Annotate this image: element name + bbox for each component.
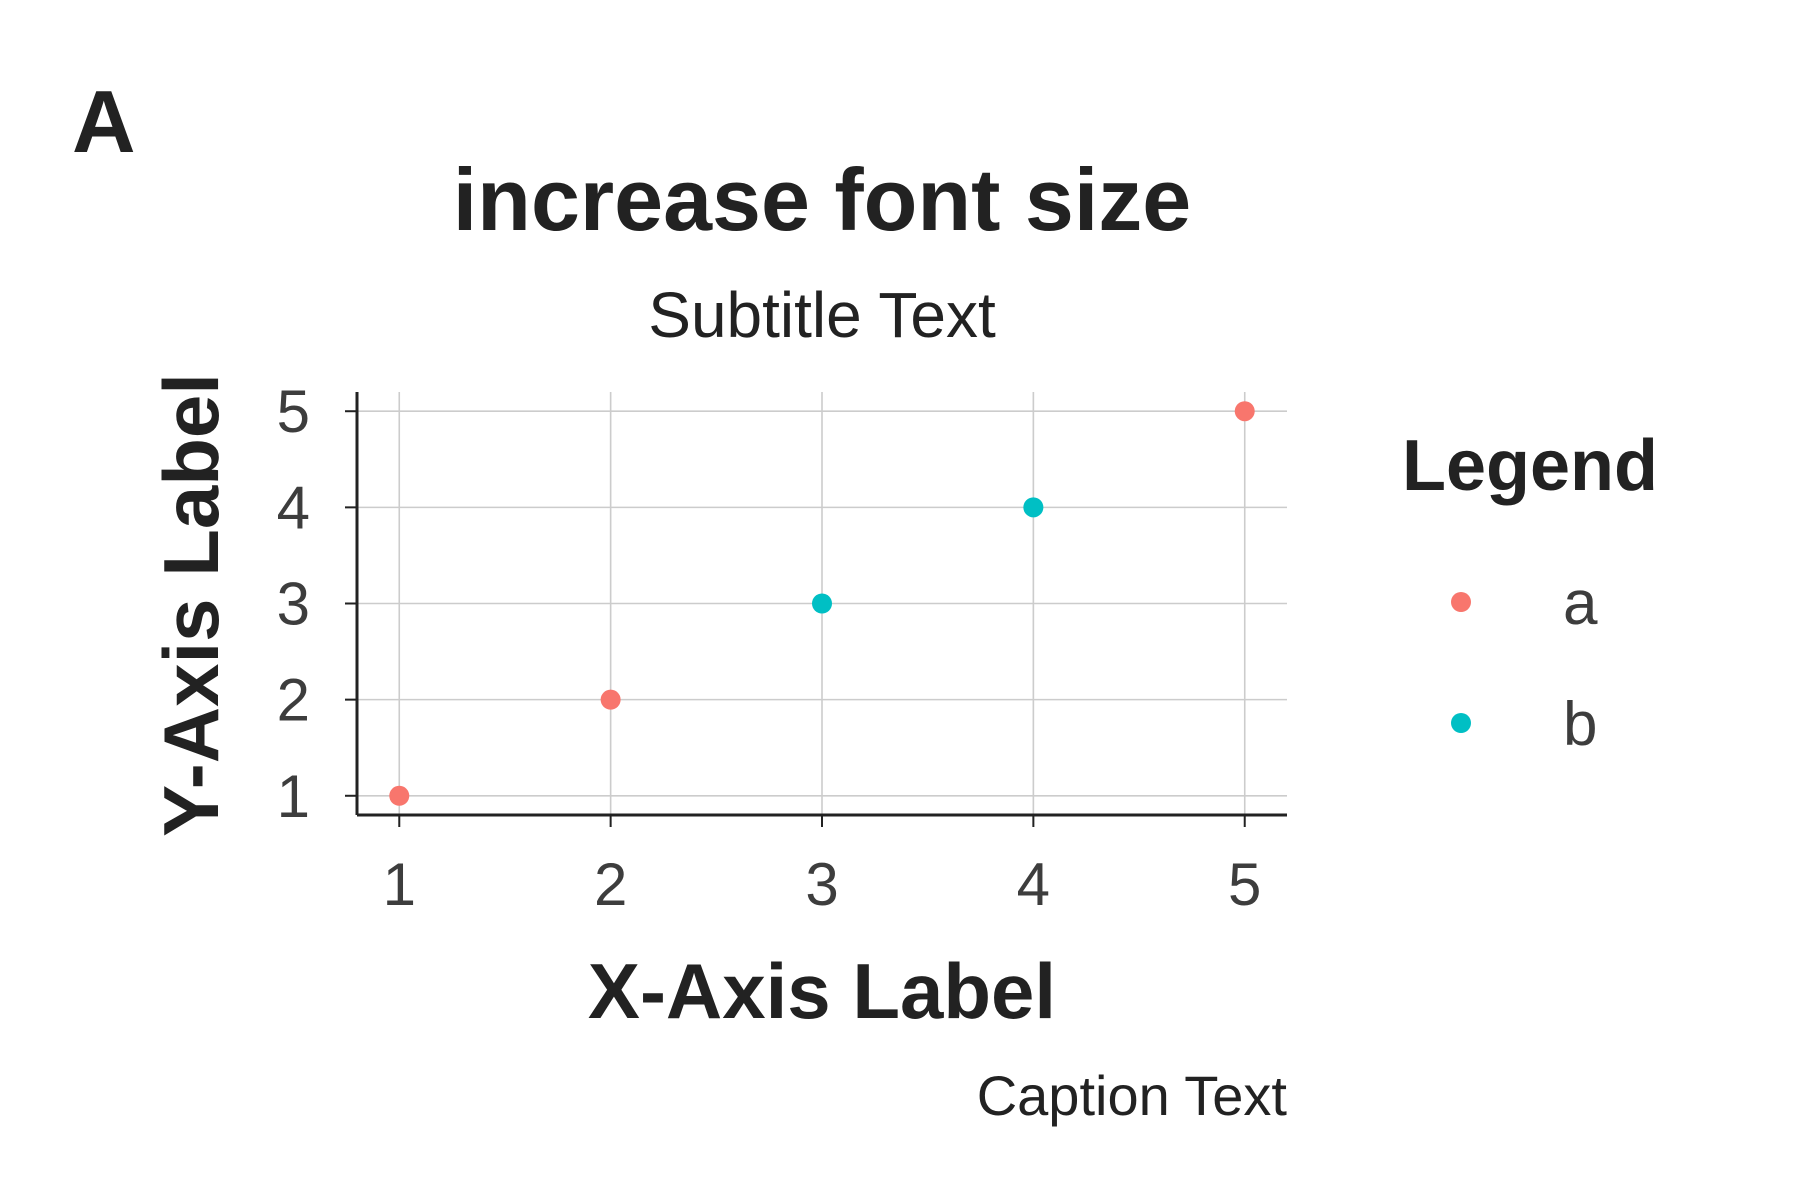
tick-labels: 1 2 3 4 5 1 2 3 4 5 xyxy=(277,378,1262,918)
data-point-a xyxy=(1234,401,1255,422)
y-tick-label: 1 xyxy=(277,763,310,830)
legend-title: Legend xyxy=(1402,426,1658,506)
x-axis-title: X-Axis Label xyxy=(588,947,1056,1035)
chart-subtitle: Subtitle Text xyxy=(648,279,996,351)
legend: Legend ab xyxy=(1402,426,1658,759)
grid xyxy=(357,392,1287,815)
y-tick-label: 4 xyxy=(277,474,310,541)
data-point-b xyxy=(812,593,832,614)
chart-title: increase font size xyxy=(453,150,1192,249)
x-tick-label: 5 xyxy=(1228,851,1261,918)
legend-label-b: b xyxy=(1563,690,1597,759)
y-tick-label: 3 xyxy=(277,571,310,638)
data-point-a xyxy=(600,689,621,710)
legend-key-a xyxy=(1451,592,1471,612)
x-tick-label: 1 xyxy=(383,851,416,918)
caption: Caption Text xyxy=(977,1064,1288,1127)
y-axis-title: Y-Axis Label xyxy=(147,373,235,837)
panel-tag: A xyxy=(72,72,136,171)
y-tick-label: 2 xyxy=(277,667,310,734)
x-tick-label: 4 xyxy=(1017,851,1050,918)
axes xyxy=(345,392,1287,827)
data-point-a xyxy=(389,785,410,806)
legend-label-a: a xyxy=(1563,569,1598,638)
legend-key-b xyxy=(1451,713,1471,733)
y-tick-label: 5 xyxy=(277,378,310,445)
x-tick-label: 3 xyxy=(805,851,838,918)
data-points xyxy=(389,401,1255,806)
data-point-b xyxy=(1023,497,1044,518)
x-tick-label: 2 xyxy=(594,851,627,918)
